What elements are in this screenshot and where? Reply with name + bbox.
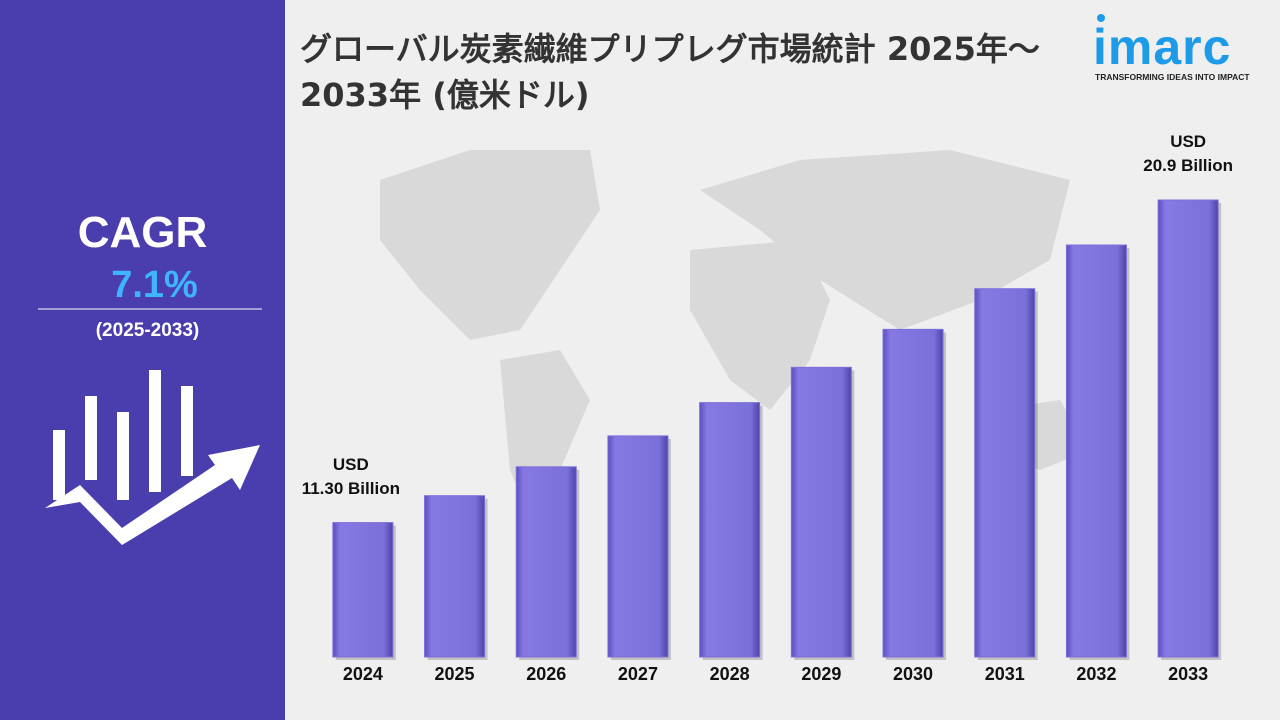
x-tick-label: 2030 [893, 664, 934, 684]
bar [790, 366, 852, 658]
cagr-label: CAGR [77, 208, 208, 257]
bar [332, 522, 394, 658]
bar [607, 435, 669, 658]
x-tick-label: 2033 [1168, 664, 1209, 684]
bar [699, 402, 761, 658]
cagr-period: (2025-2033) [95, 320, 200, 341]
x-tick-label: 2031 [984, 664, 1025, 684]
bar [882, 328, 944, 658]
cagr-value: 7.1% [111, 264, 198, 306]
logo-dot [1097, 14, 1105, 22]
x-tick-label: 2024 [342, 664, 383, 684]
x-tick-label: 2028 [709, 664, 750, 684]
bar [424, 495, 486, 658]
data-label: USD 11.30 Billion [301, 454, 400, 498]
data-label: USD 20.9 Billion [1143, 132, 1234, 175]
x-tick-label: 2029 [801, 664, 842, 684]
logo-tagline: TRANSFORMING IDEAS INTO IMPACT [1095, 72, 1250, 82]
chart-title: グローバル炭素繊維プリプレグ市場統計 2025年〜2033年 (億米ドル) [300, 30, 1040, 114]
x-tick-label: 2025 [434, 664, 475, 684]
logo: imarc [1093, 19, 1232, 75]
bar [1157, 199, 1219, 658]
bar [974, 288, 1036, 658]
growth-icon [45, 370, 260, 545]
bar [1065, 244, 1127, 658]
x-tick-label: 2032 [1076, 664, 1117, 684]
x-tick-label: 2026 [526, 664, 567, 684]
x-tick-label: 2027 [617, 664, 658, 684]
bar [515, 466, 577, 658]
side-panel [0, 0, 285, 720]
